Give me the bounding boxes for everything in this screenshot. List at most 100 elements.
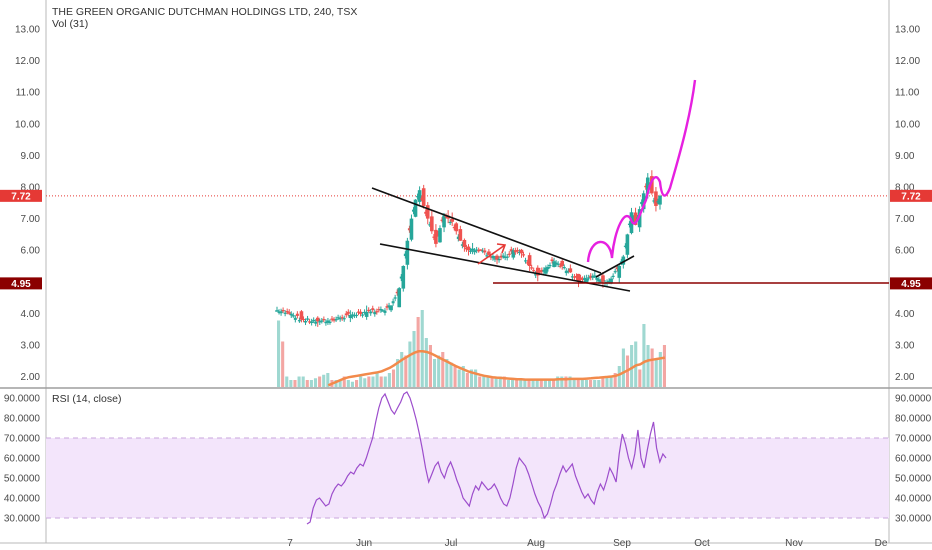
- volume-bar: [334, 380, 338, 387]
- candle-body: [397, 288, 402, 308]
- candle-body: [483, 250, 487, 253]
- candle-body: [517, 251, 521, 253]
- price-marker-left-label: 7.72: [11, 191, 31, 202]
- price-tick-right: 13.00: [895, 25, 920, 36]
- candle-body: [340, 317, 344, 319]
- candle-body: [548, 264, 552, 267]
- candle-body: [538, 270, 542, 273]
- volume-bar: [490, 376, 494, 387]
- candle-body: [530, 267, 534, 269]
- volume-bar: [371, 376, 375, 387]
- candle-body: [293, 317, 297, 320]
- price-tick-left: 11.00: [16, 88, 41, 99]
- price-panel: [46, 0, 889, 388]
- price-tick-right: 8.00: [895, 183, 915, 194]
- volume-bar: [383, 376, 387, 387]
- candle-body: [507, 253, 511, 255]
- price-tick-left: 3.00: [21, 341, 41, 352]
- candle-body: [621, 256, 626, 265]
- candle-body: [348, 314, 353, 319]
- rsi-tick-right: 70.0000: [895, 434, 932, 445]
- candle-body: [601, 275, 605, 282]
- candle-body: [583, 277, 587, 281]
- volume-bar: [498, 376, 502, 387]
- volume-bar: [494, 376, 498, 387]
- candle-body: [354, 314, 358, 317]
- volume-bar: [318, 376, 322, 387]
- candle-body: [466, 246, 471, 251]
- candle-body: [308, 321, 312, 323]
- time-tick: Oct: [694, 538, 710, 549]
- candle-body: [289, 313, 293, 316]
- breakout-line: [595, 255, 635, 278]
- volume-bar: [297, 376, 301, 387]
- volume-bar: [396, 359, 400, 387]
- candle-body: [456, 236, 460, 239]
- rsi-tick-left: 40.0000: [4, 494, 41, 505]
- price-tick-right: 2.00: [895, 372, 915, 383]
- candle-body: [401, 266, 406, 289]
- candle-body: [572, 276, 576, 278]
- candle-body: [615, 267, 619, 270]
- candle-body: [318, 321, 322, 323]
- rsi-tick-right: 50.0000: [895, 474, 932, 485]
- candle-body: [503, 256, 507, 259]
- candle-body: [420, 198, 424, 200]
- candle-body: [595, 278, 599, 280]
- candle-body: [373, 311, 377, 315]
- candle-body: [656, 201, 660, 203]
- candle-body: [581, 278, 585, 281]
- volume-bar: [511, 380, 515, 387]
- volume-bar: [474, 369, 478, 387]
- volume-bar: [445, 359, 449, 387]
- volume-bar: [404, 355, 408, 387]
- volume-bar: [277, 320, 281, 387]
- candle-body: [611, 275, 615, 278]
- volume-bar: [597, 380, 601, 387]
- rsi-tick-left: 80.0000: [4, 414, 41, 425]
- volume-bar: [461, 366, 465, 387]
- volume-bar: [617, 366, 621, 387]
- candle-body: [367, 309, 371, 311]
- price-tick-left: 12.00: [15, 56, 40, 67]
- candle-body: [342, 318, 346, 320]
- candle-body: [291, 315, 295, 317]
- volume-bar: [547, 380, 552, 387]
- candle-body: [287, 312, 292, 314]
- volume-bar: [293, 380, 297, 387]
- candle-body: [336, 317, 340, 319]
- candle-body: [544, 267, 548, 274]
- candle-body: [513, 250, 517, 253]
- candle-body: [446, 215, 450, 219]
- price-tick-right: 4.00: [895, 309, 915, 320]
- candle-body: [399, 276, 403, 279]
- candle-body: [478, 249, 483, 251]
- price-tick-left: 7.00: [21, 214, 41, 225]
- candle-body: [363, 311, 367, 314]
- price-tick-right: 9.00: [895, 151, 915, 162]
- volume-bar: [387, 373, 391, 387]
- candle-body: [633, 212, 638, 225]
- candle-body: [314, 321, 318, 324]
- time-tick: Jul: [445, 538, 458, 549]
- volume-bar: [342, 376, 346, 387]
- candle-body: [369, 311, 373, 314]
- candle-body: [450, 218, 455, 222]
- candle-body: [641, 193, 646, 210]
- candle-body: [425, 205, 430, 219]
- price-marker-right-label: 4.95: [901, 279, 921, 290]
- candle-body: [338, 318, 342, 320]
- volume-bar: [420, 310, 424, 387]
- volume-bar: [465, 373, 469, 387]
- volume-bar: [457, 369, 461, 387]
- volume-bar: [605, 376, 609, 387]
- volume-ma-line: [327, 350, 666, 387]
- candle-body: [359, 311, 363, 314]
- volume-bar: [584, 380, 588, 387]
- candle-body: [328, 321, 332, 324]
- candle-body: [356, 311, 360, 313]
- candle-body: [285, 311, 289, 313]
- candle-body: [409, 218, 414, 240]
- volume-bar: [519, 380, 523, 387]
- candle-body: [491, 255, 495, 259]
